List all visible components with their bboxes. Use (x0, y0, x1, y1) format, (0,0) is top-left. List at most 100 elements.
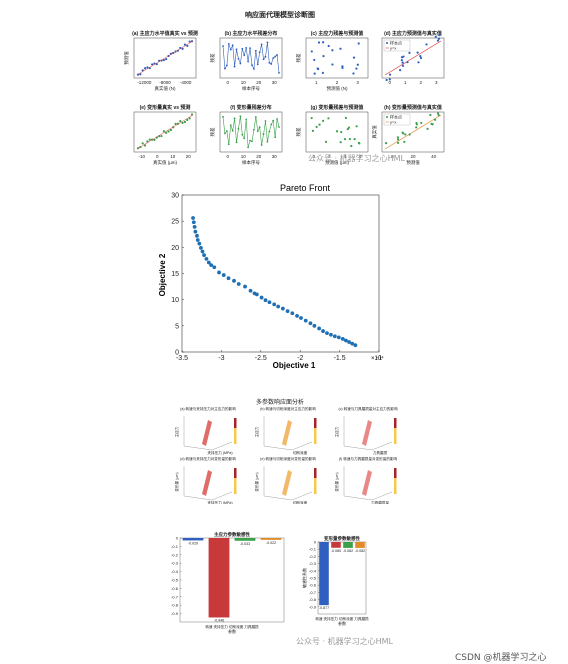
y-axis (291, 491, 313, 501)
pareto-point (280, 306, 285, 311)
sample-point (404, 133, 407, 136)
panel-title: (h) 变形量预测值与真实值 (384, 104, 442, 111)
panel-ylabel: 残差 (209, 53, 216, 62)
legend-box (383, 113, 411, 126)
colorbar-top (234, 468, 237, 478)
sensitivity-bar (208, 538, 230, 618)
chart-title: 主应力参数敏感性 (214, 531, 250, 538)
response-surface (362, 420, 372, 446)
figure1-title: 响应面代理模型诊断图 (245, 11, 315, 19)
pareto-point (263, 298, 268, 303)
sample-point (169, 128, 172, 132)
pareto-point (204, 256, 209, 261)
residual-point (343, 138, 347, 141)
sample-point (162, 58, 165, 62)
x-tick-labels: 转速 夹持压力 切削深度 刀具磨损 (205, 624, 259, 629)
panel-title: (d) 转速与夹持压力对变形量的影响 (180, 456, 236, 461)
panel-x-tick: 3 (356, 80, 359, 85)
response-surface (202, 470, 212, 496)
y-tick-label: -0.6 (171, 586, 179, 591)
sample-point (400, 59, 403, 62)
sample-point (176, 49, 180, 52)
panel-x-tick: 1 (404, 80, 407, 85)
sample-point (400, 56, 404, 59)
panel-x-tick: 20 (256, 80, 262, 85)
sample-point (165, 131, 168, 134)
y-tick-label: -0.1 (171, 544, 179, 549)
panel-x-tick: 2 (328, 154, 331, 159)
sample-point (143, 67, 147, 70)
pareto-point (195, 238, 200, 242)
sample-point (429, 113, 432, 117)
residual-point (339, 141, 342, 144)
panel-x-tick: 10 (170, 154, 176, 159)
pareto-point (217, 270, 221, 275)
z-label: 变形量 (μm) (334, 472, 339, 491)
residual-point (352, 56, 356, 59)
legend-label: 样本点 (390, 40, 402, 46)
sample-point (167, 130, 170, 133)
sample-point (396, 136, 399, 139)
y-axis-label: 敏感性系数 (301, 568, 307, 588)
sample-point (162, 130, 165, 133)
x-axis-label: Objective 1 (273, 361, 316, 370)
y-tick-label: 5 (175, 323, 179, 330)
panel-x-tick: 20 (256, 154, 262, 159)
y-axis (291, 441, 313, 451)
sample-point (190, 113, 194, 116)
panel-x-tick: -10 (138, 154, 145, 159)
sample-point (426, 127, 429, 130)
colorbar (394, 418, 397, 444)
z-label: 变形量 (μm) (254, 472, 259, 491)
residual-point (317, 41, 321, 44)
sample-point (139, 73, 142, 76)
pareto-point (193, 229, 198, 234)
sample-point (186, 118, 189, 122)
sample-point (143, 144, 147, 147)
sample-point (396, 138, 400, 141)
pareto-point (267, 300, 272, 305)
pareto-point (221, 273, 226, 277)
sample-point (433, 118, 437, 121)
residual-point (321, 71, 324, 74)
panel-x-tick: 3 (435, 80, 438, 85)
panel-xlabel: 预测值 (μm) (325, 159, 350, 166)
sensitivity-bar (260, 538, 282, 540)
panel-xlabel: 样本序号 (242, 85, 260, 92)
residual-point (324, 140, 328, 143)
sample-point (401, 64, 405, 67)
pareto-point (329, 332, 333, 337)
watermark-bottom: 公众号 · 机器学习之心HML (296, 637, 394, 646)
response-surface (362, 470, 372, 496)
panel-ylabel: 预测值 (123, 51, 130, 65)
residual-point (318, 123, 321, 126)
x-tick-labels: 转速 夹持压力 切削深度 刀具磨损 (315, 616, 369, 621)
x-axis (183, 495, 213, 501)
panel-x-tick: 40 (431, 154, 437, 159)
sample-point (153, 138, 156, 142)
pareto-point (308, 321, 313, 326)
colorbar-top (394, 418, 397, 428)
panel-x-tick: 20 (186, 154, 192, 159)
residual-point (327, 117, 330, 120)
panel-title: (f) 转速与刀具磨损量对变形量的影响 (339, 456, 398, 461)
y-tick-label: -0.3 (309, 561, 317, 566)
panel-x-tick: -8000 (159, 80, 171, 85)
y-tick-label: 0 (176, 536, 179, 541)
sample-point (417, 61, 420, 64)
panel-x-tick: 0 (226, 80, 229, 85)
z-label: 主应力 (334, 426, 339, 437)
y-tick-label: -0.6 (309, 583, 317, 588)
sample-point (419, 55, 422, 58)
y-tick-label: -0.2 (171, 552, 179, 557)
y-axis (211, 441, 233, 451)
y-tick-label: -0.1 (309, 547, 317, 552)
legend-box (383, 39, 411, 52)
sample-point (403, 140, 406, 143)
pareto-point (248, 288, 253, 293)
residual-point (331, 63, 334, 66)
y-tick-label: -0.9 (309, 604, 317, 609)
